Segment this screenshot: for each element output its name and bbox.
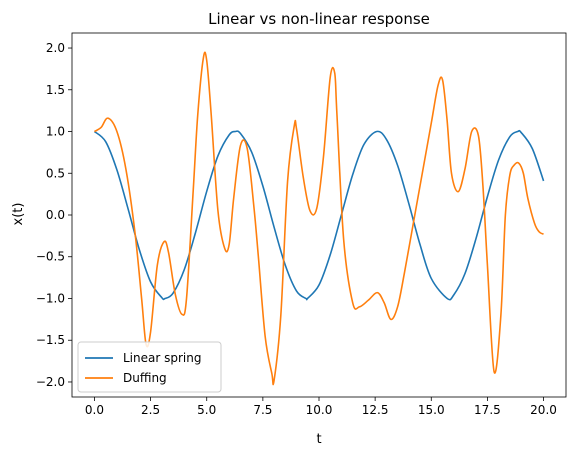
- plot-background: [72, 33, 566, 397]
- x-tick-label: 15.0: [418, 403, 445, 417]
- x-tick-label: 7.5: [253, 403, 272, 417]
- series-line-linear-spring: [93, 129, 545, 301]
- y-tick-label: −1.5: [36, 333, 65, 347]
- y-tick-label: 0.5: [46, 166, 65, 180]
- axes-layer: 0.0 2.5 5.0 7.5 10.0 12.5 15.0 17.5 20.0 −2.0 −1.5…: [36, 32, 567, 417]
- y-tick-label: −1.0: [36, 291, 65, 305]
- chart-title: Linear vs non-linear response: [208, 10, 430, 28]
- x-axis-label: t: [316, 432, 321, 447]
- series-layer: [93, 51, 545, 386]
- y-tick-label: 2.0: [46, 41, 65, 55]
- y-tick-label: −0.5: [36, 250, 65, 264]
- legend: Linear spring Duffing: [77, 341, 222, 393]
- plot-area: [72, 33, 566, 397]
- x-tick-label: 0.0: [85, 403, 104, 417]
- x-tick-label: 10.0: [306, 403, 333, 417]
- x-tick-label: 5.0: [197, 403, 216, 417]
- legend-label: Linear spring: [123, 351, 201, 365]
- series-line-duffing: [94, 51, 544, 386]
- y-tick-label: 1.5: [46, 83, 65, 97]
- x-tick-label: 20.0: [530, 403, 557, 417]
- y-axis-label: x(t): [11, 203, 26, 226]
- y-tick-label: 1.0: [46, 125, 65, 139]
- y-tick-label: 0.0: [46, 208, 65, 222]
- x-tick-label: 17.5: [474, 403, 501, 417]
- x-tick-label: 12.5: [362, 403, 389, 417]
- legend-label: Duffing: [123, 371, 167, 385]
- legend-box: [77, 341, 222, 393]
- x-tick-label: 2.5: [141, 403, 160, 417]
- y-tick-label: −2.0: [36, 375, 65, 389]
